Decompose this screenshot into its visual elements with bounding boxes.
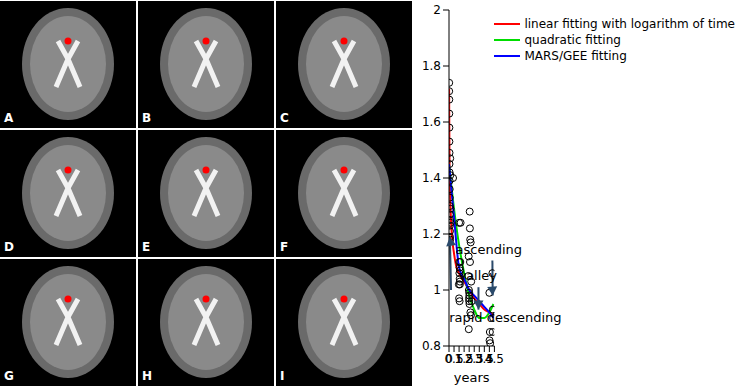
html-text:linear fitting with logarithm: linear fitting with logarithm of time	[524, 17, 735, 31]
svg-text:2: 2	[433, 3, 441, 17]
html-text:G: G	[4, 369, 14, 383]
html-text:A: A	[4, 111, 14, 125]
svg-text:ascending: ascending	[456, 242, 522, 257]
html-text:H: H	[142, 369, 152, 383]
html-text:F: F	[280, 240, 289, 254]
svg-text:valley: valley	[458, 268, 497, 283]
svg-text:rapid descending: rapid descending	[449, 310, 561, 325]
html-text:quadratic fitting: quadratic fitting	[524, 33, 621, 47]
svg-text:years: years	[454, 370, 490, 385]
html-text:B: B	[142, 111, 152, 125]
html-text:D: D	[4, 240, 14, 254]
svg-text:1.4: 1.4	[422, 171, 441, 185]
svg-text:1.2: 1.2	[422, 227, 441, 241]
html-text:MARS/GEE fitting: MARS/GEE fitting	[524, 49, 627, 63]
svg-text:1: 1	[433, 283, 441, 297]
svg-text:4.5: 4.5	[485, 352, 504, 366]
html-text:E: E	[142, 240, 151, 254]
svg-text:0.8: 0.8	[422, 339, 441, 353]
html-text:C: C	[280, 111, 289, 125]
svg-text:1.8: 1.8	[422, 59, 441, 73]
svg-text:1.6: 1.6	[422, 115, 441, 129]
html-text:I: I	[280, 369, 285, 383]
